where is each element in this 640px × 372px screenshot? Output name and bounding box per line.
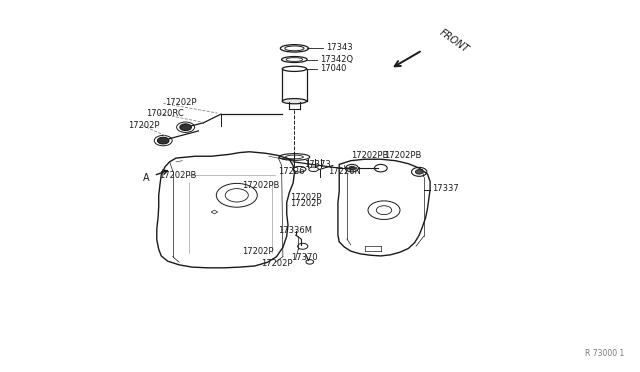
Text: 17202P: 17202P [291, 193, 322, 202]
Text: 17370: 17370 [291, 253, 318, 262]
Text: 17226: 17226 [278, 167, 305, 176]
Text: 17202P: 17202P [291, 199, 322, 208]
Text: 17020RC: 17020RC [146, 109, 184, 118]
Text: 17226N: 17226N [328, 167, 360, 176]
Text: FRONT: FRONT [438, 27, 471, 55]
Text: 17040: 17040 [320, 64, 346, 73]
Text: 17337: 17337 [432, 185, 459, 193]
Circle shape [157, 137, 169, 144]
Text: 17202P: 17202P [128, 121, 159, 130]
Text: 17202PB: 17202PB [351, 151, 388, 160]
Ellipse shape [282, 99, 307, 104]
Text: 17336M: 17336M [278, 226, 312, 235]
Text: R 73000 1: R 73000 1 [585, 349, 624, 358]
Circle shape [415, 170, 423, 174]
Text: A: A [143, 173, 149, 183]
Circle shape [180, 124, 191, 131]
Text: 17373: 17373 [304, 160, 331, 169]
Text: 17202P: 17202P [242, 247, 273, 256]
Text: 17343: 17343 [326, 43, 353, 52]
Text: 17202PB: 17202PB [384, 151, 421, 160]
Text: 17342Q: 17342Q [320, 55, 353, 64]
Text: 17202PB: 17202PB [159, 171, 196, 180]
Text: 17202PB: 17202PB [242, 182, 279, 190]
Text: 17202P: 17202P [165, 98, 196, 107]
Text: 17202P: 17202P [261, 259, 292, 268]
Circle shape [349, 166, 355, 170]
